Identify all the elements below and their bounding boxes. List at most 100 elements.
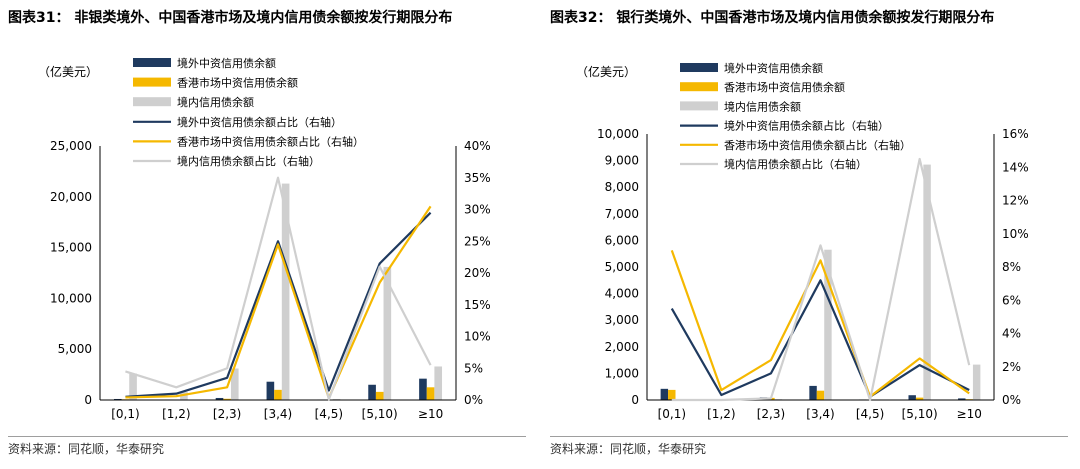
legend-swatch [680, 63, 718, 72]
source-divider [550, 436, 1068, 437]
x-tick-label: [0,1) [111, 407, 139, 421]
bar-3 [383, 266, 392, 400]
bar-3 [281, 183, 290, 400]
x-tick-label: [5,10) [902, 407, 938, 421]
x-tick-label: [1,2) [707, 407, 735, 421]
bar-1 [660, 388, 669, 400]
y2-tick-label: 40% [464, 139, 491, 153]
x-tick-label: ≥10 [418, 407, 443, 421]
line-series-3 [671, 157, 971, 402]
legend-label: 境内信用债余额 [177, 95, 254, 109]
bar-3 [972, 364, 981, 400]
y-tick-label: 0 [84, 393, 92, 407]
legend-swatch [133, 77, 171, 87]
legend-label: 境内信用债余额占比（右轴） [724, 157, 867, 171]
x-tick-label: [4,5) [856, 407, 884, 421]
bar-2 [668, 389, 676, 400]
y-axis-unit-label: （亿美元） [38, 64, 98, 79]
bar-1 [809, 385, 817, 400]
y-tick-label: 25,000 [50, 139, 92, 153]
source-divider [8, 436, 526, 437]
x-tick-label: [2,3) [757, 407, 785, 421]
line-series-3 [125, 176, 432, 401]
y2-tick-label: 25% [464, 234, 491, 248]
bar-1 [908, 395, 916, 400]
legend-label: 香港市场中资信用债余额占比（右轴） [177, 134, 364, 148]
legend-label: 境外中资信用债余额 [724, 61, 823, 75]
legend-label: 境外中资信用债余额占比（右轴） [724, 119, 889, 133]
legend-swatch [133, 58, 171, 67]
chart-title: 图表32： 银行类境外、中国香港市场及境内信用债余额按发行期限分布 [550, 10, 995, 26]
legend-label: 香港市场中资信用债余额 [724, 80, 845, 94]
bar-1 [266, 381, 275, 400]
legend-label: 境外中资信用债余额占比（右轴） [177, 115, 342, 129]
line-series-1 [670, 279, 970, 398]
bar-3 [129, 373, 137, 400]
y-axis-unit-label: （亿美元） [576, 64, 636, 79]
y2-tick-label: 5% [464, 361, 483, 375]
x-tick-label: [1,2) [162, 407, 190, 421]
x-tick-label: [3,4) [264, 407, 292, 421]
y2-tick-label: 0% [464, 393, 483, 407]
line-series-1 [125, 211, 432, 398]
y-tick-label: 5,000 [58, 342, 92, 356]
chart-svg: （亿美元） 0 1,000 2,000 3,000 4,000 5,000 6,000 7,00… [576, 61, 1029, 421]
x-tick-label: [3,4) [806, 407, 834, 421]
bar-3 [923, 164, 931, 400]
chart-panel-31: 图表31： 非银类境外、中国香港市场及境内信用债余额按发行期限分布 （亿美元） 0… [8, 0, 538, 469]
line-series-2 [670, 250, 970, 398]
chart-title: 图表31： 非银类境外、中国香港市场及境内信用债余额按发行期限分布 [8, 10, 453, 26]
bar-1 [368, 384, 376, 400]
y-tick-label: 4,000 [605, 287, 639, 301]
y2-tick-label: 14% [1002, 160, 1029, 174]
y2-tick-label: 30% [464, 203, 491, 217]
bar-1 [958, 398, 966, 400]
y-tick-label: 9,000 [605, 154, 639, 168]
y2-tick-label: 2% [1002, 360, 1021, 374]
bar-2 [223, 398, 231, 400]
y-tick-label: 8,000 [605, 180, 639, 194]
legend-swatch [133, 97, 171, 107]
y-tick-label: 20,000 [50, 190, 92, 204]
bar-2 [426, 387, 435, 400]
bar-2 [274, 389, 282, 400]
y-tick-label: 6,000 [605, 233, 639, 247]
x-tick-label: [4,5) [315, 407, 343, 421]
y-tick-label: 7,000 [605, 207, 639, 221]
y2-tick-label: 12% [1002, 194, 1029, 208]
y-tick-label: 15,000 [50, 241, 92, 255]
y-tick-label: 5,000 [605, 260, 639, 274]
x-tick-label: [0,1) [658, 407, 686, 421]
legend-swatch [680, 101, 718, 111]
y2-tick-label: 8% [1002, 260, 1021, 274]
y2-tick-label: 20% [464, 266, 491, 280]
y2-tick-label: 10% [1002, 227, 1029, 241]
legend-label: 香港市场中资信用债余额占比（右轴） [724, 138, 911, 152]
y2-tick-label: 4% [1002, 327, 1021, 341]
x-tick-label: ≥10 [957, 407, 982, 421]
bar-3 [434, 366, 443, 400]
y2-tick-label: 35% [464, 171, 491, 185]
x-tick-label: [5,10) [362, 407, 398, 421]
legend-label: 境外中资信用债余额 [177, 56, 276, 70]
y2-tick-label: 6% [1002, 293, 1021, 307]
bar-3 [230, 368, 239, 400]
chart-svg: （亿美元） 0 5,000 10,000 15,000 20,000 25,000 0% 5% 1… [38, 56, 491, 421]
y-tick-label: 2,000 [605, 340, 639, 354]
bar-2 [915, 397, 924, 400]
bar-1 [419, 378, 427, 400]
y2-tick-label: 16% [1002, 127, 1029, 141]
legend-label: 境内信用债余额占比（右轴） [177, 154, 320, 168]
bar-1 [113, 398, 122, 400]
x-tick-label: [2,3) [213, 407, 241, 421]
legend-label: 香港市场中资信用债余额 [177, 76, 298, 90]
y2-tick-label: 15% [464, 298, 491, 312]
bar-3 [332, 398, 341, 400]
legend-label: 境内信用债余额 [724, 99, 801, 113]
source-note: 资料来源：同花顺，华泰研究 [550, 442, 707, 456]
source-note: 资料来源：同花顺，华泰研究 [8, 442, 165, 456]
legend-swatch [680, 82, 718, 92]
y2-tick-label: 10% [464, 330, 491, 344]
y-tick-label: 1,000 [605, 366, 639, 380]
y2-tick-label: 0% [1002, 393, 1021, 407]
